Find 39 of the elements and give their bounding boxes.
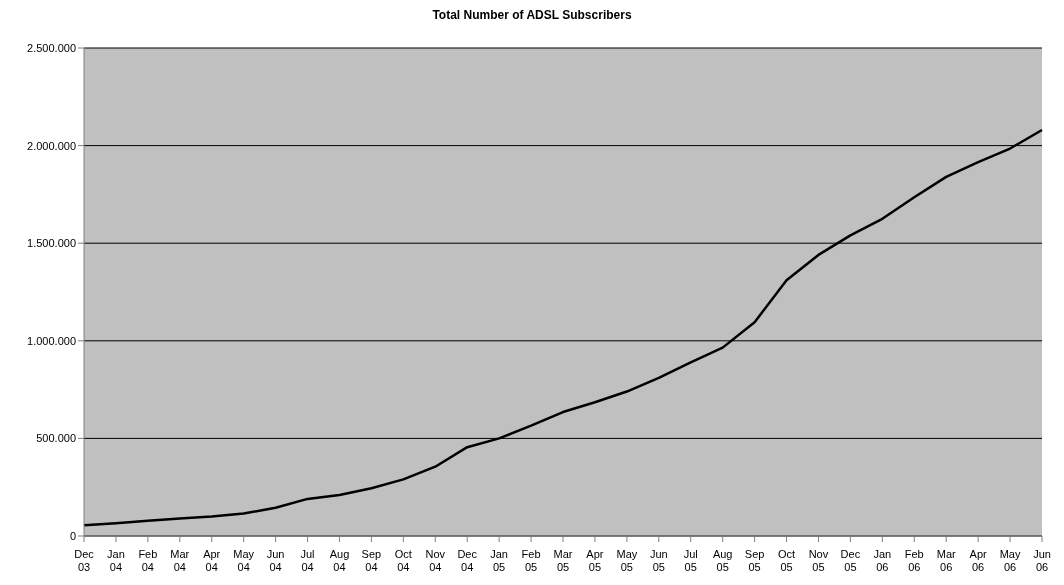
x-tick-label: Mar 06 (936, 548, 956, 573)
y-tick-label: 2.500.000 (27, 41, 76, 54)
y-tick-label: 500.000 (36, 432, 76, 445)
x-tick-label: Apr 04 (203, 548, 221, 573)
x-tick-label: Nov 05 (808, 548, 829, 573)
x-tick-label: Sep 05 (744, 548, 765, 573)
x-tick-label: Dec 04 (457, 548, 478, 573)
x-tick-label: Sep 04 (361, 548, 382, 573)
x-tick-label: Oct 04 (394, 548, 412, 573)
line-series (82, 128, 1044, 527)
y-tick-label: 1.500.000 (27, 237, 76, 250)
x-tick-label: Feb 05 (521, 548, 541, 573)
x-tick-label: Apr 05 (586, 548, 604, 573)
x-tick-label: Aug 04 (329, 548, 350, 573)
y-tick-label: 2.000.000 (27, 139, 76, 152)
x-tick-label: Jul 05 (683, 548, 698, 573)
x-tick-label: Jun 05 (649, 548, 668, 573)
x-tick-label: Feb 06 (904, 548, 924, 573)
x-tick-label: Aug 05 (712, 548, 733, 573)
y-tick-label: 1.000.000 (27, 334, 76, 347)
x-tick-label: Nov 04 (425, 548, 446, 573)
x-tick-label: Jan 04 (107, 548, 125, 573)
y-tick-label: 0 (69, 529, 76, 542)
x-tick-label: May 05 (616, 548, 638, 573)
x-tick-label: Feb 04 (138, 548, 158, 573)
x-tick-label: Jan 05 (490, 548, 509, 573)
x-tick-label: Jun 06 (1033, 548, 1051, 573)
chart-title: Total Number of ADSL Subscribers (431, 8, 633, 24)
x-tick-label: May 04 (233, 548, 255, 573)
x-tick-label: Apr 06 (969, 548, 988, 573)
x-tick-label: Mar 04 (170, 548, 190, 573)
x-tick-label: Dec 05 (840, 548, 861, 573)
x-tick-label: Jan 06 (873, 548, 892, 573)
x-tick-label: Dec 03 (74, 548, 95, 573)
x-tick-label: Oct 05 (777, 548, 796, 573)
x-tick-label: Jul 04 (300, 548, 315, 573)
x-tick-label: Mar 05 (553, 548, 573, 573)
x-tick-label: May 06 (999, 548, 1021, 573)
x-tick-label: Jun 04 (266, 548, 285, 573)
